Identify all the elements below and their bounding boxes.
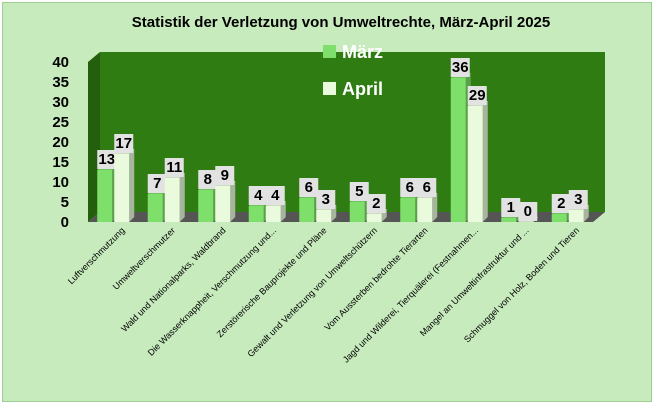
bar-front [147, 194, 163, 222]
bar-front [467, 106, 483, 222]
legend-label: April [342, 79, 383, 99]
bar-april [164, 173, 185, 222]
bar-front [114, 154, 130, 222]
data-label: 9 [221, 167, 229, 184]
data-label-box [400, 178, 420, 197]
data-label-box [417, 178, 437, 197]
chart-body: 05101520253035401317Luftverschmutzung711… [52, 42, 605, 365]
data-label-box [349, 182, 369, 201]
bar-front [198, 190, 214, 222]
data-label: 0 [524, 203, 532, 220]
x-tick-label: Wald und Nationalparks, Waldbrand [119, 225, 227, 333]
bar-front [265, 206, 281, 222]
data-label: 13 [98, 151, 115, 168]
bar-front [450, 78, 466, 222]
data-label: 7 [153, 175, 161, 192]
data-label-box [97, 150, 117, 169]
bar-side [129, 149, 135, 222]
y-tick-label: 25 [52, 114, 69, 131]
data-label-box [568, 190, 588, 209]
data-label-box [551, 194, 571, 213]
data-label: 3 [322, 191, 330, 208]
data-label: 2 [557, 195, 565, 212]
data-label-box [215, 166, 235, 185]
data-label: 36 [452, 59, 469, 76]
bar-front [97, 170, 113, 222]
chart-area: Statistik der Verletzung von Umweltrecht… [2, 2, 652, 402]
bar-front [568, 210, 584, 222]
data-label-box [198, 170, 218, 189]
data-label: 3 [574, 191, 582, 208]
data-label-box [316, 190, 336, 209]
bar-front [299, 198, 315, 222]
legend-swatch [323, 45, 336, 58]
y-tick-label: 40 [52, 54, 69, 71]
data-label-box [467, 86, 487, 105]
data-label-box [248, 186, 268, 205]
y-tick-label: 20 [52, 134, 69, 151]
data-label-box [114, 134, 134, 153]
y-tick-label: 35 [52, 74, 69, 91]
legend-swatch [323, 82, 336, 95]
x-tick-label: Zerstörerische Bauprojekte und Pläne [215, 225, 329, 339]
data-label: 8 [204, 171, 212, 188]
bar-side [583, 205, 589, 222]
bar-side [280, 201, 286, 222]
bar-front [501, 218, 517, 222]
y-tick-label: 0 [61, 214, 69, 231]
data-label-box [366, 194, 386, 213]
bar-front [400, 198, 416, 222]
bar-side [230, 181, 236, 222]
bar-front [366, 214, 382, 222]
chart-side-wall [88, 52, 100, 222]
bar-april [114, 149, 135, 222]
data-label: 1 [507, 199, 515, 216]
x-tick-label: Vom Aussterben bedrohte Tierarten [322, 225, 429, 332]
bar-front [551, 214, 567, 222]
bar-side [179, 173, 185, 222]
chart-title: Statistik der Verletzung von Umweltrecht… [132, 14, 550, 31]
x-tick-label: Mangel an Umweltinfrastruktur und ... [418, 225, 531, 338]
bar-front [417, 198, 433, 222]
bar-front [349, 202, 365, 222]
bar-front [164, 178, 180, 222]
data-label-box [518, 202, 538, 221]
data-label-box [450, 58, 470, 77]
bar-side [331, 205, 337, 222]
data-label: 11 [166, 159, 182, 176]
legend-label: März [342, 42, 383, 62]
y-tick-label: 15 [52, 154, 69, 171]
bar-side [432, 193, 438, 222]
data-label: 6 [305, 179, 313, 196]
bar-front [316, 210, 332, 222]
bar-front [215, 186, 231, 222]
bar-april [467, 101, 488, 222]
data-label-box [299, 178, 319, 197]
y-tick-label: 5 [61, 194, 69, 211]
data-label-box [164, 158, 184, 177]
data-label: 2 [372, 195, 380, 212]
data-label-box [265, 186, 285, 205]
data-label: 6 [423, 179, 431, 196]
data-label-box [501, 198, 521, 217]
bar-april [417, 193, 438, 222]
bar-april [215, 181, 236, 222]
data-label-box [147, 174, 167, 193]
data-label: 5 [355, 183, 363, 200]
data-label: 4 [254, 187, 263, 204]
y-tick-label: 10 [52, 174, 69, 191]
data-label: 17 [115, 135, 132, 152]
data-label: 6 [406, 179, 414, 196]
bar-front [248, 206, 264, 222]
bar-side [482, 101, 488, 222]
y-tick-label: 30 [52, 94, 69, 111]
data-label: 4 [271, 187, 280, 204]
x-tick-label: Schmuggel von Holz, Boden und Tieren [462, 225, 581, 344]
chart-canvas: Statistik der Verletzung von Umweltrecht… [52, 14, 605, 365]
data-label: 29 [469, 87, 486, 104]
